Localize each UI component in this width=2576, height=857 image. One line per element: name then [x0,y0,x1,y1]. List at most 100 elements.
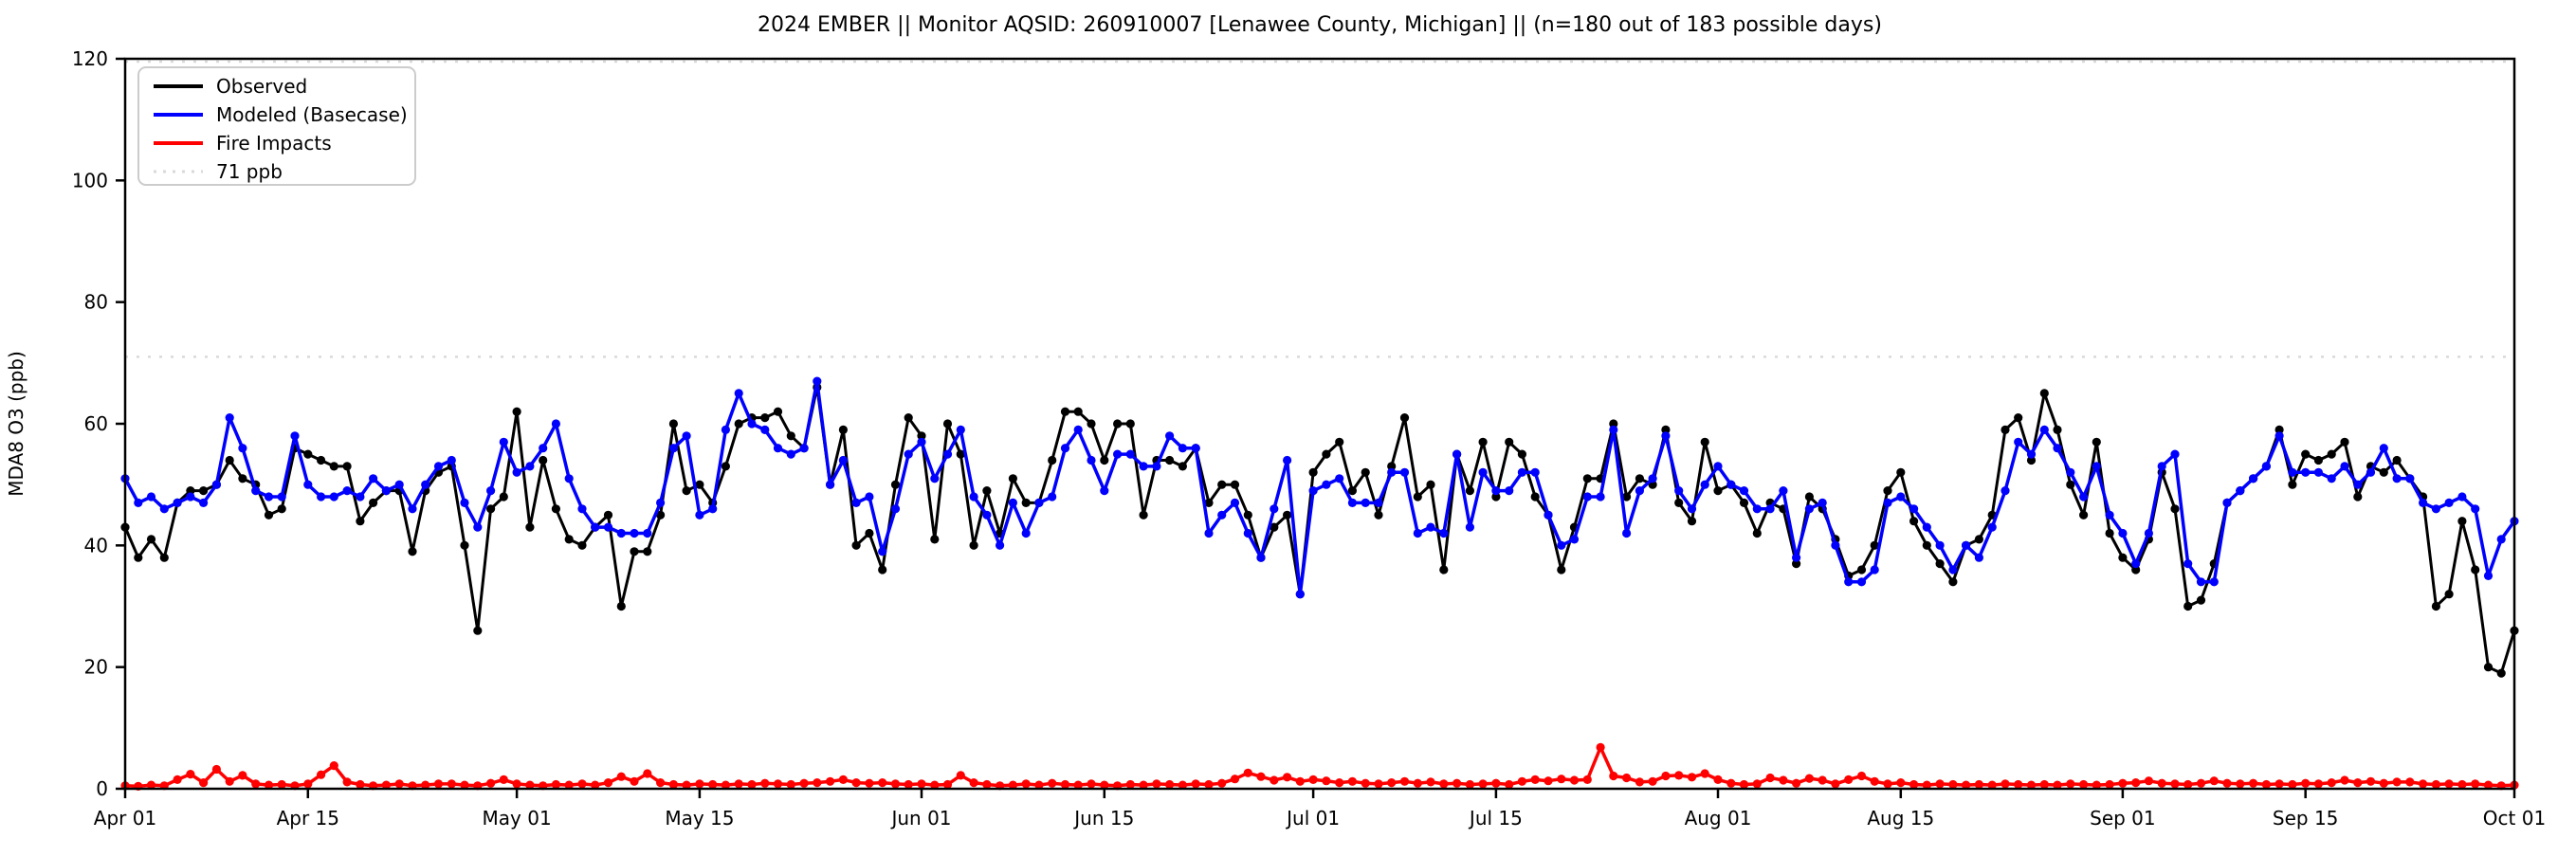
series-point [342,462,352,471]
series-point [290,431,300,441]
series-point [826,480,835,489]
series-point [1752,779,1762,789]
series-point [2053,780,2062,790]
series-point [1452,778,1462,788]
series-point [2288,467,2297,477]
series-point [1191,779,1200,789]
series-point [421,780,430,790]
x-tick-label: Jul 15 [1468,807,1523,830]
series-point [1557,565,1566,574]
series-point [2483,780,2494,790]
series-point [1557,540,1566,550]
series-point [760,425,770,434]
series-point [1622,492,1632,501]
series-point [942,449,953,459]
series-point [2261,779,2271,790]
series-point [982,510,992,520]
series-point [708,504,718,514]
series-point [1765,504,1775,514]
series-line-modeled-basecase- [123,379,2516,596]
series-point [2483,571,2494,581]
series-point [1974,535,1983,544]
series-point [251,779,261,789]
series-point [2457,492,2467,501]
y-tick-label: 0 [96,777,108,800]
series-point [499,492,508,501]
series-point [1125,779,1135,790]
series-point [1361,498,1370,508]
series-point [695,480,704,489]
series-point [838,425,849,434]
series-point [2405,474,2415,483]
series-point [904,449,913,459]
series-point [486,486,496,496]
series-point [2014,437,2023,447]
series-point [1399,776,1410,786]
series-point [1034,780,1044,790]
series-point [1204,498,1214,508]
series-point [1295,776,1305,786]
series-point [1530,492,1540,501]
x-tick-label: Aug 01 [1685,807,1752,830]
x-tick-label: May 01 [483,807,552,830]
series-point [2183,601,2193,611]
series-point [760,778,770,788]
series-point [1674,498,1684,508]
series-point [1322,776,1331,786]
series-point [1113,449,1123,459]
x-tick-label: Aug 15 [1867,807,1934,830]
series-point [2405,777,2415,787]
series-point [1125,449,1135,459]
series-point [159,553,169,562]
series-point [2340,775,2349,785]
series-point [996,540,1005,550]
series-point [381,486,391,496]
series-point [2275,431,2284,441]
series-point [956,449,965,459]
series-point [1217,510,1227,520]
series-point [473,626,483,635]
series-point [1100,486,1109,496]
series-point [1152,779,1161,789]
series-point [1008,780,1017,790]
series-point [539,444,548,453]
series-point [1426,480,1435,489]
series-point [2471,779,2480,789]
series-point [643,528,652,538]
series-point [721,425,731,434]
series-point [1073,407,1083,416]
series-point [1361,467,1370,477]
series-point [1100,780,1109,790]
series-point [2327,474,2336,483]
series-point [1256,553,1266,562]
series-point [1060,444,1070,453]
series-point [1883,779,1892,789]
series-point [499,437,508,447]
series-point [2170,504,2180,514]
series-point [211,764,221,775]
series-point [1739,486,1749,496]
series-point [2444,498,2454,508]
series-point [1387,778,1397,788]
series-point [1073,780,1083,790]
series-point [1883,486,1892,496]
plot-area: 0 20 40 60 80 100 120 Apr 01 Apr 15 May 01 May 15 J… [72,47,2546,830]
series-point [2039,779,2049,790]
series-point [747,779,757,790]
series-point [146,535,156,544]
series-point [1270,775,1279,785]
series-point [512,779,521,789]
series-point [2066,480,2075,489]
series-point [695,779,704,789]
series-point [2183,779,2193,790]
x-tick-label: Sep 01 [2090,807,2156,830]
series-point [238,771,247,780]
series-point [2170,779,2180,789]
series-point [460,780,469,790]
series-point [2353,492,2363,501]
y-tick-label: 80 [84,291,108,314]
series-point [1125,419,1135,428]
series-point [356,517,365,526]
series-point [2431,504,2440,514]
